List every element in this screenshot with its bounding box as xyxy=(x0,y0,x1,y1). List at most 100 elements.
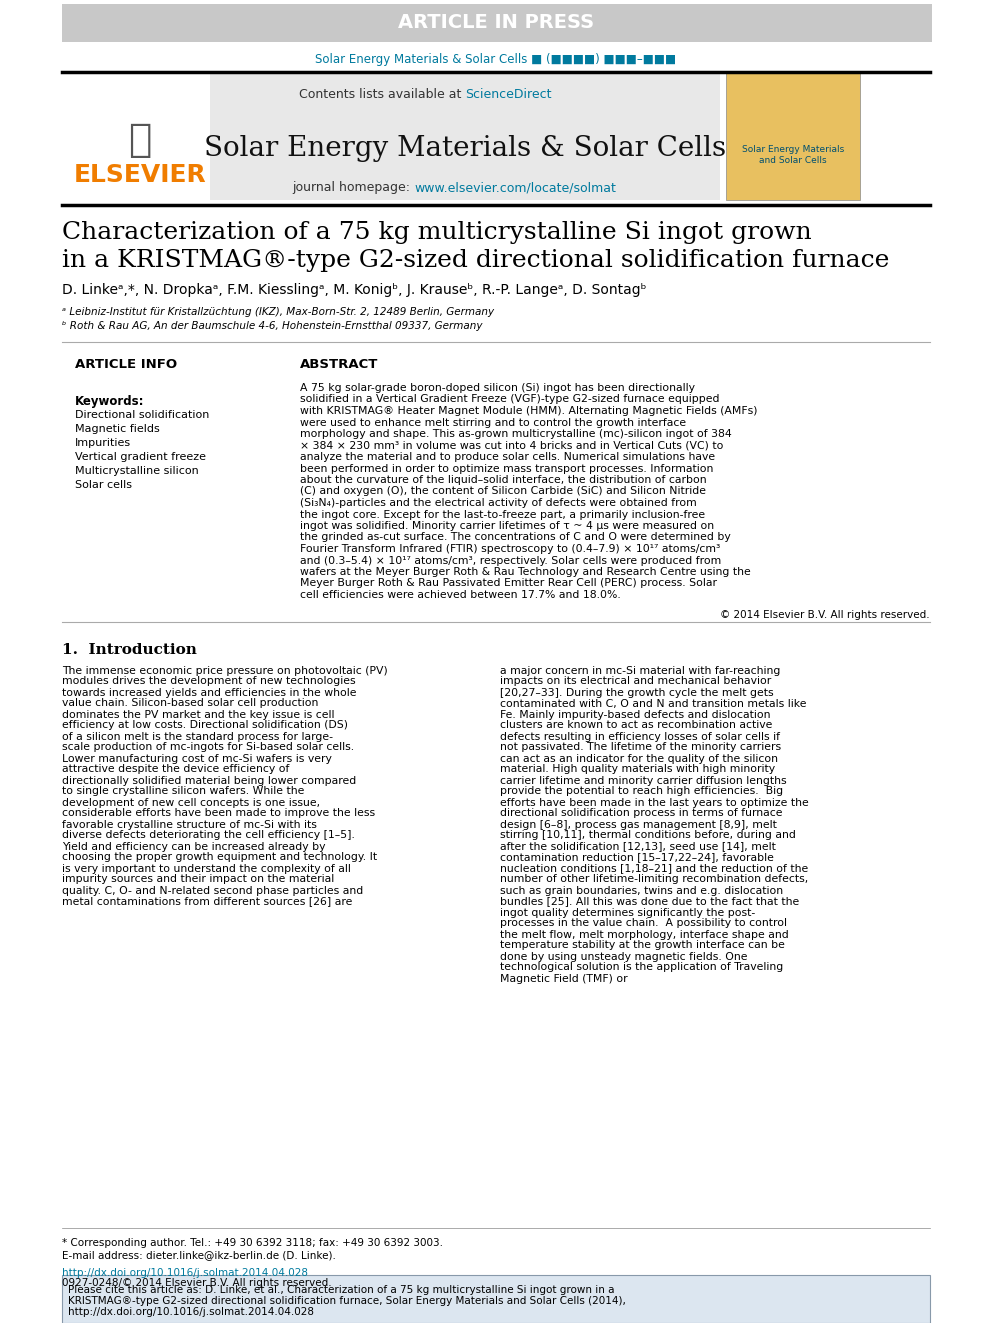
Text: E-mail address: dieter.linke@ikz-berlin.de (D. Linke).: E-mail address: dieter.linke@ikz-berlin.… xyxy=(62,1250,336,1259)
Text: http://dx.doi.org/10.1016/j.solmat.2014.04.028: http://dx.doi.org/10.1016/j.solmat.2014.… xyxy=(62,1267,308,1278)
Text: and (0.3–5.4) × 10¹⁷ atoms/cm³, respectively. Solar cells were produced from: and (0.3–5.4) × 10¹⁷ atoms/cm³, respecti… xyxy=(300,556,721,565)
Text: attractive despite the device efficiency of: attractive despite the device efficiency… xyxy=(62,765,290,774)
Text: about the curvature of the liquid–solid interface, the distribution of carbon: about the curvature of the liquid–solid … xyxy=(300,475,706,486)
Text: Solar Energy Materials & Solar Cells: Solar Energy Materials & Solar Cells xyxy=(204,135,726,161)
Text: stirring [10,11], thermal conditions before, during and: stirring [10,11], thermal conditions bef… xyxy=(500,831,796,840)
Text: processes in the value chain.  A possibility to control: processes in the value chain. A possibil… xyxy=(500,918,787,929)
Text: 🌳: 🌳 xyxy=(128,120,152,159)
Text: impurity sources and their impact on the material: impurity sources and their impact on the… xyxy=(62,875,334,885)
Text: temperature stability at the growth interface can be: temperature stability at the growth inte… xyxy=(500,941,785,950)
Bar xyxy=(62,1275,930,1323)
Text: the grinded as-cut surface. The concentrations of C and O were determined by: the grinded as-cut surface. The concentr… xyxy=(300,532,731,542)
Text: a major concern in mc-Si material with far-reaching: a major concern in mc-Si material with f… xyxy=(500,665,781,676)
Text: Vertical gradient freeze: Vertical gradient freeze xyxy=(75,452,206,462)
Text: Magnetic fields: Magnetic fields xyxy=(75,423,160,434)
Text: value chain. Silicon-based solar cell production: value chain. Silicon-based solar cell pr… xyxy=(62,699,318,709)
Bar xyxy=(210,71,720,200)
Text: solidified in a Vertical Gradient Freeze (VGF)-type G2-sized furnace equipped: solidified in a Vertical Gradient Freeze… xyxy=(300,394,719,405)
Text: KRISTMAG®-type G2-sized directional solidification furnace, Solar Energy Materia: KRISTMAG®-type G2-sized directional soli… xyxy=(68,1297,626,1306)
Text: wafers at the Meyer Burger Roth & Rau Technology and Research Centre using the: wafers at the Meyer Burger Roth & Rau Te… xyxy=(300,568,751,577)
Text: considerable efforts have been made to improve the less: considerable efforts have been made to i… xyxy=(62,808,375,819)
Text: to single crystalline silicon wafers. While the: to single crystalline silicon wafers. Wh… xyxy=(62,786,305,796)
Text: ScienceDirect: ScienceDirect xyxy=(465,89,552,102)
Text: × 384 × 230 mm³ in volume was cut into 4 bricks and in Vertical Cuts (VC) to: × 384 × 230 mm³ in volume was cut into 4… xyxy=(300,441,723,451)
Text: analyze the material and to produce solar cells. Numerical simulations have: analyze the material and to produce sola… xyxy=(300,452,715,462)
Text: in a KRISTMAG®-type G2-sized directional solidification furnace: in a KRISTMAG®-type G2-sized directional… xyxy=(62,249,890,271)
Text: cell efficiencies were achieved between 17.7% and 18.0%.: cell efficiencies were achieved between … xyxy=(300,590,621,601)
Text: (C) and oxygen (O), the content of Silicon Carbide (SiC) and Silicon Nitride: (C) and oxygen (O), the content of Silic… xyxy=(300,487,706,496)
Text: ᵃ Leibniz-Institut für Kristallzüchtung (IKZ), Max-Born-Str. 2, 12489 Berlin, Ge: ᵃ Leibniz-Institut für Kristallzüchtung … xyxy=(62,307,494,318)
Text: ᵇ Roth & Rau AG, An der Baumschule 4-6, Hohenstein-Ernstthal 09337, Germany: ᵇ Roth & Rau AG, An der Baumschule 4-6, … xyxy=(62,321,482,331)
Text: is very important to understand the complexity of all: is very important to understand the comp… xyxy=(62,864,351,873)
Text: 0927-0248/© 2014 Elsevier B.V. All rights reserved.: 0927-0248/© 2014 Elsevier B.V. All right… xyxy=(62,1278,331,1289)
Text: been performed in order to optimize mass transport processes. Information: been performed in order to optimize mass… xyxy=(300,463,713,474)
Text: the ingot core. Except for the last-to-freeze part, a primarily inclusion-free: the ingot core. Except for the last-to-f… xyxy=(300,509,705,520)
Text: of a silicon melt is the standard process for large-: of a silicon melt is the standard proces… xyxy=(62,732,333,741)
Text: were used to enhance melt stirring and to control the growth interface: were used to enhance melt stirring and t… xyxy=(300,418,686,427)
Text: impacts on its electrical and mechanical behavior: impacts on its electrical and mechanical… xyxy=(500,676,771,687)
Text: Multicrystalline silicon: Multicrystalline silicon xyxy=(75,466,198,476)
Text: ingot was solidified. Minority carrier lifetimes of τ ~ 4 μs were measured on: ingot was solidified. Minority carrier l… xyxy=(300,521,714,531)
Text: bundles [25]. All this was done due to the fact that the: bundles [25]. All this was done due to t… xyxy=(500,897,800,906)
Text: Solar Energy Materials & Solar Cells ■ (■■■■) ■■■–■■■: Solar Energy Materials & Solar Cells ■ (… xyxy=(315,53,677,66)
Text: dominates the PV market and the key issue is cell: dominates the PV market and the key issu… xyxy=(62,709,334,720)
Text: ingot quality determines significantly the post-: ingot quality determines significantly t… xyxy=(500,908,755,917)
Text: Characterization of a 75 kg multicrystalline Si ingot grown: Characterization of a 75 kg multicrystal… xyxy=(62,221,811,243)
Text: Contents lists available at: Contents lists available at xyxy=(299,89,465,102)
Text: directional solidification process in terms of furnace: directional solidification process in te… xyxy=(500,808,783,819)
Text: technological solution is the application of Traveling: technological solution is the applicatio… xyxy=(500,963,784,972)
Text: (Si₃N₄)-particles and the electrical activity of defects were obtained from: (Si₃N₄)-particles and the electrical act… xyxy=(300,497,696,508)
Text: clusters are known to act as recombination active: clusters are known to act as recombinati… xyxy=(500,721,773,730)
Text: A 75 kg solar-grade boron-doped silicon (Si) ingot has been directionally: A 75 kg solar-grade boron-doped silicon … xyxy=(300,382,695,393)
Text: Please cite this article as: D. Linke, et al., Characterization of a 75 kg multi: Please cite this article as: D. Linke, e… xyxy=(68,1285,614,1295)
Text: morphology and shape. This as-grown multicrystalline (mc)-silicon ingot of 384: morphology and shape. This as-grown mult… xyxy=(300,429,732,439)
Text: towards increased yields and efficiencies in the whole: towards increased yields and efficiencie… xyxy=(62,688,356,697)
Text: metal contaminations from different sources [26] are: metal contaminations from different sour… xyxy=(62,897,352,906)
Text: D. Linkeᵃ,*, N. Dropkaᵃ, F.M. Kiesslingᵃ, M. Konigᵇ, J. Krauseᵇ, R.-P. Langeᵃ, D: D. Linkeᵃ,*, N. Dropkaᵃ, F.M. Kiesslingᵃ… xyxy=(62,283,647,296)
Text: ARTICLE INFO: ARTICLE INFO xyxy=(75,359,178,372)
Text: * Corresponding author. Tel.: +49 30 6392 3118; fax: +49 30 6392 3003.: * Corresponding author. Tel.: +49 30 639… xyxy=(62,1238,443,1248)
Text: Fe. Mainly impurity-based defects and dislocation: Fe. Mainly impurity-based defects and di… xyxy=(500,709,771,720)
Text: contaminated with C, O and N and transition metals like: contaminated with C, O and N and transit… xyxy=(500,699,806,709)
Text: nucleation conditions [1,18–21] and the reduction of the: nucleation conditions [1,18–21] and the … xyxy=(500,864,808,873)
Text: Impurities: Impurities xyxy=(75,438,131,448)
Text: Fourier Transform Infrared (FTIR) spectroscopy to (0.4–7.9) × 10¹⁷ atoms/cm³: Fourier Transform Infrared (FTIR) spectr… xyxy=(300,544,720,554)
Text: choosing the proper growth equipment and technology. It: choosing the proper growth equipment and… xyxy=(62,852,377,863)
Text: such as grain boundaries, twins and e.g. dislocation: such as grain boundaries, twins and e.g.… xyxy=(500,885,783,896)
Text: after the solidification [12,13], seed use [14], melt: after the solidification [12,13], seed u… xyxy=(500,841,776,852)
Text: number of other lifetime-limiting recombination defects,: number of other lifetime-limiting recomb… xyxy=(500,875,808,885)
Text: efficiency at low costs. Directional solidification (DS): efficiency at low costs. Directional sol… xyxy=(62,721,348,730)
Text: ABSTRACT: ABSTRACT xyxy=(300,359,378,372)
Text: directionally solidified material being lower compared: directionally solidified material being … xyxy=(62,775,356,786)
Text: contamination reduction [15–17,22–24], favorable: contamination reduction [15–17,22–24], f… xyxy=(500,852,774,863)
Text: © 2014 Elsevier B.V. All rights reserved.: © 2014 Elsevier B.V. All rights reserved… xyxy=(720,610,930,619)
Text: quality. C, O- and N-related second phase particles and: quality. C, O- and N-related second phas… xyxy=(62,885,363,896)
Text: The immense economic price pressure on photovoltaic (PV): The immense economic price pressure on p… xyxy=(62,665,388,676)
Text: Yield and efficiency can be increased already by: Yield and efficiency can be increased al… xyxy=(62,841,325,852)
Text: diverse defects deteriorating the cell efficiency [1–5].: diverse defects deteriorating the cell e… xyxy=(62,831,355,840)
Text: done by using unsteady magnetic fields. One: done by using unsteady magnetic fields. … xyxy=(500,951,748,962)
Bar xyxy=(62,4,932,42)
Text: carrier lifetime and minority carrier diffusion lengths: carrier lifetime and minority carrier di… xyxy=(500,775,787,786)
Text: Solar cells: Solar cells xyxy=(75,480,132,490)
Text: development of new cell concepts is one issue,: development of new cell concepts is one … xyxy=(62,798,320,807)
Text: modules drives the development of new technologies: modules drives the development of new te… xyxy=(62,676,355,687)
Text: Meyer Burger Roth & Rau Passivated Emitter Rear Cell (PERC) process. Solar: Meyer Burger Roth & Rau Passivated Emitt… xyxy=(300,578,717,589)
Text: [20,27–33]. During the growth cycle the melt gets: [20,27–33]. During the growth cycle the … xyxy=(500,688,774,697)
Text: design [6–8], process gas management [8,9], melt: design [6–8], process gas management [8,… xyxy=(500,819,777,830)
Text: efforts have been made in the last years to optimize the: efforts have been made in the last years… xyxy=(500,798,808,807)
Text: ARTICLE IN PRESS: ARTICLE IN PRESS xyxy=(398,13,594,33)
Text: www.elsevier.com/locate/solmat: www.elsevier.com/locate/solmat xyxy=(414,181,616,194)
Text: ELSEVIER: ELSEVIER xyxy=(73,163,206,187)
Text: can act as an indicator for the quality of the silicon: can act as an indicator for the quality … xyxy=(500,754,778,763)
Text: the melt flow, melt morphology, interface shape and: the melt flow, melt morphology, interfac… xyxy=(500,930,789,939)
Text: Magnetic Field (TMF) or: Magnetic Field (TMF) or xyxy=(500,974,628,983)
Text: Directional solidification: Directional solidification xyxy=(75,410,209,419)
Text: with KRISTMAG® Heater Magnet Module (HMM). Alternating Magnetic Fields (AMFs): with KRISTMAG® Heater Magnet Module (HMM… xyxy=(300,406,758,415)
Bar xyxy=(68,78,216,168)
Text: scale production of mc-ingots for Si-based solar cells.: scale production of mc-ingots for Si-bas… xyxy=(62,742,354,753)
Text: Keywords:: Keywords: xyxy=(75,396,145,407)
Text: 1.  Introduction: 1. Introduction xyxy=(62,643,196,658)
Text: defects resulting in efficiency losses of solar cells if: defects resulting in efficiency losses o… xyxy=(500,732,780,741)
Text: provide the potential to reach high efficiencies.  Big: provide the potential to reach high effi… xyxy=(500,786,783,796)
